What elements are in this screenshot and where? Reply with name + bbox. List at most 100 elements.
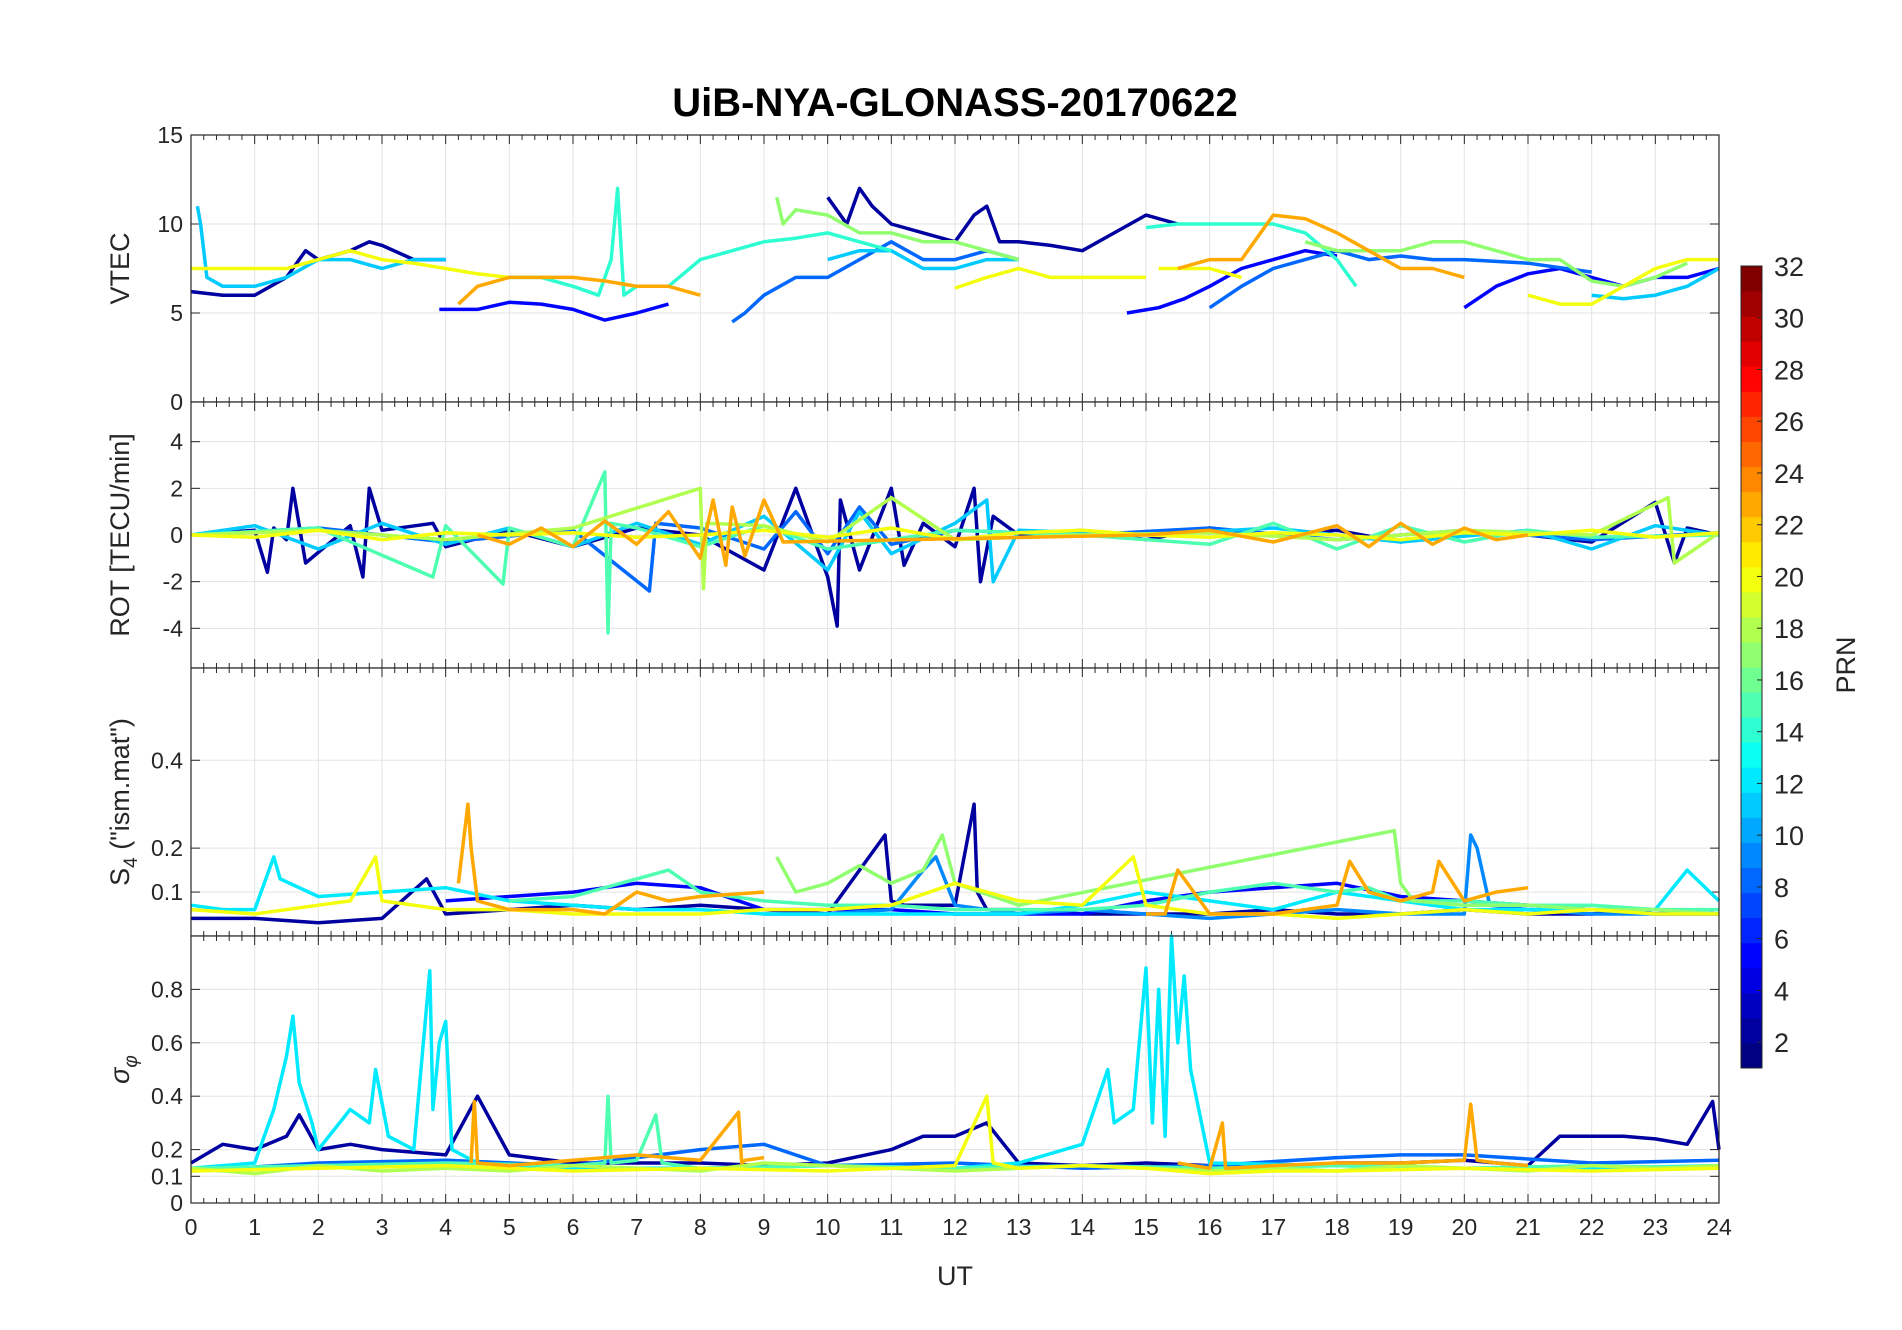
series-prn-5 (439, 248, 1720, 322)
colorbar-segment (1741, 341, 1762, 367)
panel-3: 00.10.2 0.4 0.6 0.8 σφ (105, 934, 1721, 1216)
colorbar-tick-label: 24 (1774, 459, 1804, 489)
x-tick-label: 1 (248, 1214, 261, 1240)
y-axis-label: VTEC (105, 232, 135, 304)
series-prn-11 (195, 205, 1720, 301)
y-tick-label: 0 (170, 389, 183, 415)
x-tick-label: 19 (1388, 1214, 1414, 1240)
x-tick-label: 16 (1197, 1214, 1223, 1240)
series-prn-23 (457, 213, 1465, 306)
colorbar-tick-label: 2 (1774, 1028, 1789, 1058)
colorbar-segment (1741, 566, 1762, 593)
colorbar-tick-label: 18 (1774, 614, 1804, 644)
colorbar-segment (1741, 491, 1762, 518)
colorbar-tick-label: 8 (1774, 873, 1789, 903)
x-tick-label: 22 (1579, 1214, 1605, 1240)
x-tick-label: 0 (185, 1214, 198, 1240)
series-prn-23 (456, 802, 1529, 916)
x-tick-label: 12 (942, 1214, 968, 1240)
colorbar-tick-label: 28 (1774, 355, 1804, 385)
colorbar-segment (1741, 516, 1762, 543)
panel-0: 0 5 10 15 VTEC (105, 122, 1720, 415)
y-tick-label: 10 (157, 211, 183, 237)
colorbar-segment (1741, 942, 1762, 969)
y-tick-label: 0.2 (151, 1137, 183, 1163)
series-prn-20 (191, 248, 1719, 306)
colorbar-frame (1740, 265, 1763, 1069)
colorbar-segment (1741, 792, 1762, 818)
y-tick-label: 0.1 (151, 879, 183, 905)
colorbar-label: PRN (1831, 636, 1861, 693)
x-axis-label: UT (937, 1261, 973, 1291)
y-axis-label: S4 ("ism.mat") (105, 718, 142, 886)
colorbar-segment (1741, 917, 1762, 944)
colorbar-segment (1741, 316, 1762, 342)
panel-2: 0.1 0.2 0.4 S4 ("ism.mat") (105, 667, 1721, 937)
colorbar-tick-label: 26 (1774, 407, 1804, 437)
y-axis-label: σφ (105, 1055, 142, 1084)
x-tick-label: 10 (815, 1214, 841, 1240)
colorbar-tick-label: 20 (1774, 562, 1804, 592)
colorbar-tick-label: 30 (1774, 304, 1804, 334)
x-tick-label: 11 (879, 1214, 903, 1240)
colorbar-segment (1741, 266, 1762, 292)
colorbar-segment (1741, 1017, 1762, 1044)
y-tick-label: 0.6 (151, 1030, 183, 1056)
x-tick-label: 9 (758, 1214, 771, 1240)
y-tick-label: 0.8 (151, 976, 183, 1002)
x-tick-label: 2 (312, 1214, 325, 1240)
colorbar-segment (1741, 717, 1762, 743)
series-prn-23 (469, 1099, 1529, 1171)
colorbar-segment (1741, 366, 1762, 392)
y-tick-label: 0.2 (151, 835, 183, 861)
x-tick-label: 14 (1070, 1214, 1096, 1240)
x-tick-label: 7 (630, 1214, 643, 1240)
y-tick-label: 0.4 (151, 747, 183, 773)
colorbar-segment (1741, 817, 1762, 843)
colorbar-segment (1741, 466, 1762, 493)
x-tick-label: 20 (1452, 1214, 1478, 1240)
x-tick-label: 8 (694, 1214, 707, 1240)
series-prn-15 (509, 868, 1719, 912)
axes-box (190, 935, 1720, 1204)
x-tick-label: 24 (1706, 1214, 1732, 1240)
x-tick-label: 18 (1324, 1214, 1350, 1240)
y-tick-label: 15 (157, 122, 183, 148)
panel-1: -4 -2 0 2 4 ROT [TECU/min] (105, 401, 1720, 669)
series-prn-20 (190, 855, 1719, 921)
x-tick-label: 3 (376, 1214, 389, 1240)
colorbar-tick-label: 10 (1774, 821, 1804, 851)
colorbar-tick-label: 12 (1774, 769, 1804, 799)
y-tick-label: 4 (170, 429, 183, 455)
colorbar-segment (1741, 616, 1762, 643)
x-tick-label: 15 (1133, 1214, 1159, 1240)
series-prn-8 (731, 240, 1592, 324)
series-prn-17 (775, 828, 1720, 916)
colorbar-segment (1741, 742, 1762, 768)
colorbar-segment (1741, 867, 1762, 894)
y-tick-label: 0.1 (151, 1163, 183, 1189)
colorbar-tick-label: 22 (1774, 511, 1804, 541)
colorbar-segment (1741, 291, 1762, 317)
colorbar-segment (1741, 667, 1762, 693)
colorbar-tick-label: 14 (1774, 718, 1804, 748)
y-tick-label: 0 (170, 1190, 183, 1216)
colorbar-segment (1741, 541, 1762, 568)
colorbar-tick-label: 16 (1774, 666, 1804, 696)
y-tick-label: -4 (163, 615, 184, 641)
chart-title: UiB-NYA-GLONASS-20170622 (672, 81, 1237, 125)
y-tick-label: -2 (163, 569, 183, 595)
series-prn-18 (190, 486, 1720, 591)
colorbar-segment (1741, 391, 1762, 417)
y-tick-label: 2 (170, 475, 183, 501)
x-tick-label: 23 (1643, 1214, 1669, 1240)
x-tick-label: 6 (567, 1214, 580, 1240)
colorbar-segment (1741, 692, 1762, 718)
colorbar-segment (1741, 1042, 1762, 1069)
colorbar-segment (1741, 441, 1762, 467)
colorbar-segment (1741, 967, 1762, 994)
x-tick-label: 13 (1006, 1214, 1032, 1240)
